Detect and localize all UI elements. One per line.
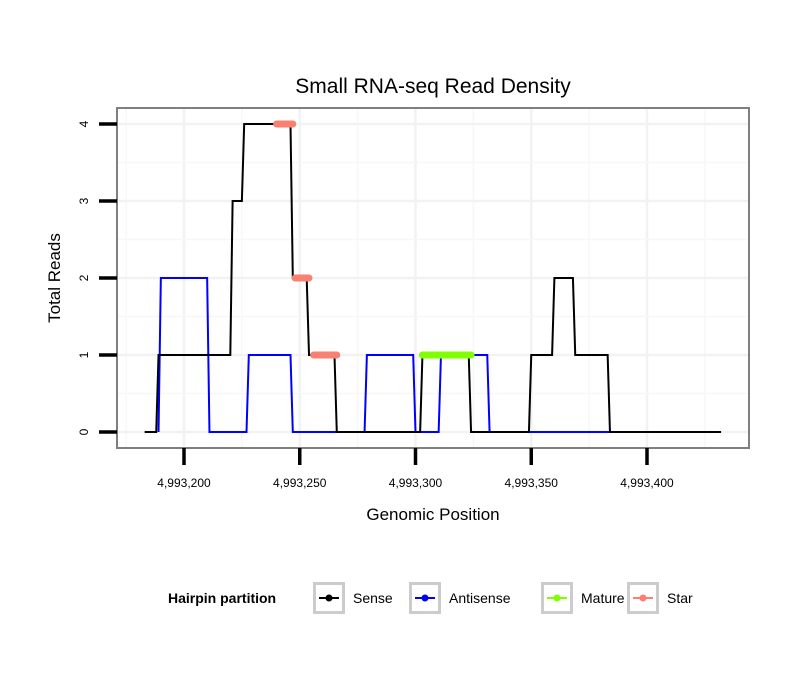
legend: Hairpin partition Sense Antisense Mature St… — [168, 582, 693, 614]
x-axis-title: Genomic Position — [366, 505, 499, 524]
legend-key-point — [553, 594, 561, 602]
legend-label-antisense: Antisense — [449, 590, 511, 606]
x-tick-label: 4,993,400 — [620, 476, 674, 490]
y-axis: 0 1 2 3 4 — [77, 120, 117, 435]
x-tick-label: 4,993,200 — [157, 476, 211, 490]
legend-key-point — [421, 594, 429, 602]
legend-title: Hairpin partition — [168, 590, 276, 606]
legend-key-point — [639, 594, 647, 602]
chart-title: Small RNA-seq Read Density — [295, 75, 571, 98]
plot-panel — [116, 107, 750, 449]
legend-item-sense: Sense — [313, 582, 393, 614]
series-layer — [144, 120, 722, 433]
y-tick-label: 3 — [77, 197, 91, 204]
legend-item-mature: Mature — [541, 582, 625, 614]
x-tick-label: 4,993,300 — [389, 476, 443, 490]
gridlines — [117, 108, 749, 448]
sense-line — [144, 123, 722, 433]
y-tick-label: 2 — [77, 274, 91, 281]
legend-item-star: Star — [627, 582, 693, 614]
legend-label-sense: Sense — [353, 590, 393, 606]
legend-label-star: Star — [667, 590, 693, 606]
legend-key-point — [325, 594, 333, 602]
x-tick-label: 4,993,250 — [273, 476, 327, 490]
legend-label-mature: Mature — [581, 590, 625, 606]
x-tick-label: 4,993,350 — [505, 476, 559, 490]
y-tick-label: 1 — [77, 351, 91, 358]
y-tick-label: 4 — [77, 120, 91, 127]
legend-item-antisense: Antisense — [409, 582, 511, 614]
y-axis-title: Total Reads — [45, 233, 64, 323]
y-tick-label: 0 — [77, 428, 91, 435]
x-axis: 4,993,200 4,993,250 4,993,300 4,993,350 4,99… — [157, 448, 674, 490]
